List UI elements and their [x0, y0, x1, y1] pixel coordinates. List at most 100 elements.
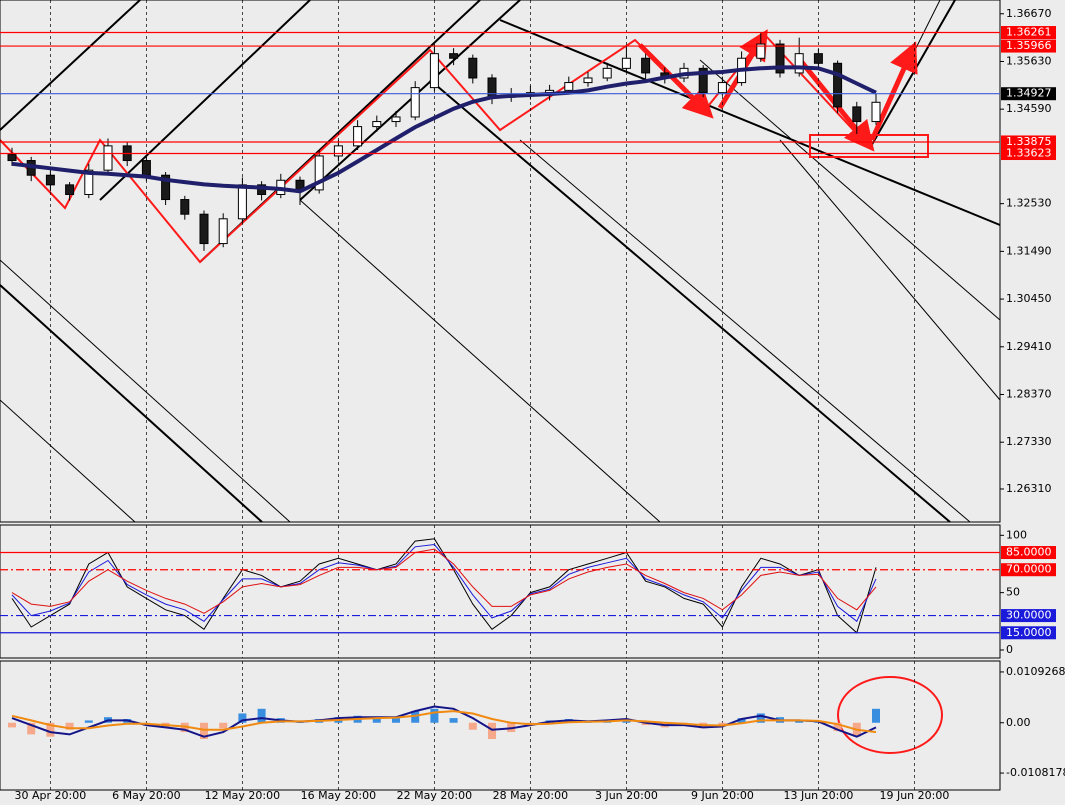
level-label: 30.0000 [1006, 609, 1052, 622]
x-tick-label: 9 Jun 20:00 [691, 789, 754, 802]
level-label-bg [1001, 135, 1056, 149]
x-tick-label: 13 Jun 20:00 [783, 789, 853, 802]
level-label-bg [1001, 147, 1056, 161]
level-label: 1.35966 [1006, 39, 1052, 52]
y-tick-label: -0.0108178 [1006, 766, 1065, 779]
candle-body [180, 199, 190, 215]
candle-body [698, 67, 708, 94]
histogram-bar [430, 708, 439, 723]
histogram-bar [411, 711, 420, 723]
level-label-bg [1001, 563, 1056, 577]
level-label-bg [1001, 546, 1056, 560]
series-line [11, 548, 877, 614]
series-line [11, 705, 877, 738]
panel-frame [0, 660, 1001, 791]
candle-body [641, 57, 651, 74]
histogram-bar [468, 722, 477, 730]
candle-body [583, 77, 593, 84]
candle-body [161, 174, 171, 201]
histogram-bar [257, 708, 266, 723]
series-line [11, 538, 877, 634]
candle-body [45, 174, 55, 186]
candle-body [602, 67, 612, 79]
histogram-bar [488, 722, 496, 740]
level-label-bg [1001, 39, 1056, 53]
candle-body [218, 218, 228, 245]
candle-body [756, 43, 766, 59]
x-tick-label: 6 May 20:00 [112, 789, 180, 802]
y-tick-label: 0.00 [1006, 716, 1031, 729]
candle-body [833, 62, 843, 108]
level-label: 85.0000 [1006, 546, 1052, 559]
x-tick-label: 30 Apr 20:00 [15, 789, 87, 802]
histogram-bar [238, 713, 247, 723]
candle-body [487, 77, 497, 98]
y-tick-label: 1.26310 [1006, 482, 1052, 495]
level-label-bg [1001, 626, 1056, 640]
level-label: 1.34927 [1006, 87, 1052, 100]
candle-body [621, 57, 631, 69]
y-tick-label: 1.27330 [1006, 435, 1052, 448]
candle-body [7, 154, 17, 162]
candle-body [141, 160, 151, 176]
candle-body [410, 87, 420, 118]
histogram-bar [449, 718, 458, 723]
candle-body [391, 116, 401, 123]
panel-frame [0, 0, 1001, 523]
candle-body [237, 184, 247, 220]
series-line [11, 710, 877, 734]
histogram-bar [737, 718, 746, 723]
histogram-bar [756, 713, 765, 723]
series-line [11, 65, 877, 194]
candle-body [852, 106, 862, 123]
candle-body [65, 184, 75, 195]
histogram-bar [8, 722, 16, 728]
candle-body [84, 169, 94, 195]
histogram-bar [372, 717, 381, 723]
candle-body [429, 53, 439, 89]
candle-body [372, 121, 382, 128]
level-label-bg [1001, 26, 1056, 40]
histogram-bar [219, 722, 228, 729]
candle-body [199, 213, 209, 245]
x-tick-label: 19 Jun 20:00 [879, 789, 949, 802]
candle-body [813, 53, 823, 64]
histogram-bar [872, 708, 880, 723]
histogram-bar [46, 722, 55, 737]
candle-body [717, 82, 727, 94]
histogram-bar [84, 720, 93, 723]
x-tick-label: 16 May 20:00 [301, 789, 376, 802]
x-tick-label: 12 May 20:00 [205, 789, 280, 802]
candle-body [468, 57, 478, 79]
y-tick-label: 1.31490 [1006, 244, 1052, 257]
y-tick-label: 1.28370 [1006, 387, 1052, 400]
level-label: 15.0000 [1006, 626, 1052, 639]
level-label: 1.33623 [1006, 147, 1052, 160]
candle-body [871, 101, 881, 123]
candle-body [314, 155, 324, 191]
candle-body [103, 145, 113, 171]
panel-frame [0, 524, 1001, 659]
level-label: 70.0000 [1006, 563, 1052, 576]
candle-body [449, 53, 459, 59]
x-tick-label: 3 Jun 20:00 [595, 789, 658, 802]
histogram-bar [392, 718, 400, 723]
y-tick-label: 100 [1006, 528, 1027, 541]
y-tick-label: 1.30450 [1006, 292, 1052, 305]
y-tick-label: 0 [1006, 643, 1013, 656]
x-tick-label: 22 May 20:00 [397, 789, 472, 802]
level-label-bg [1001, 87, 1056, 101]
candle-body [794, 53, 804, 74]
y-tick-label: 1.35630 [1006, 54, 1052, 67]
candle-body [564, 82, 574, 91]
histogram-bar [65, 722, 74, 730]
candle-body [353, 126, 363, 147]
y-tick-label: 1.34590 [1006, 102, 1052, 115]
y-tick-label: 1.32530 [1006, 197, 1052, 210]
level-label: 1.36261 [1006, 26, 1052, 39]
y-tick-label: 50 [1006, 586, 1020, 599]
level-label-bg [1001, 609, 1056, 623]
y-tick-label: 0.0109268 [1006, 665, 1065, 678]
